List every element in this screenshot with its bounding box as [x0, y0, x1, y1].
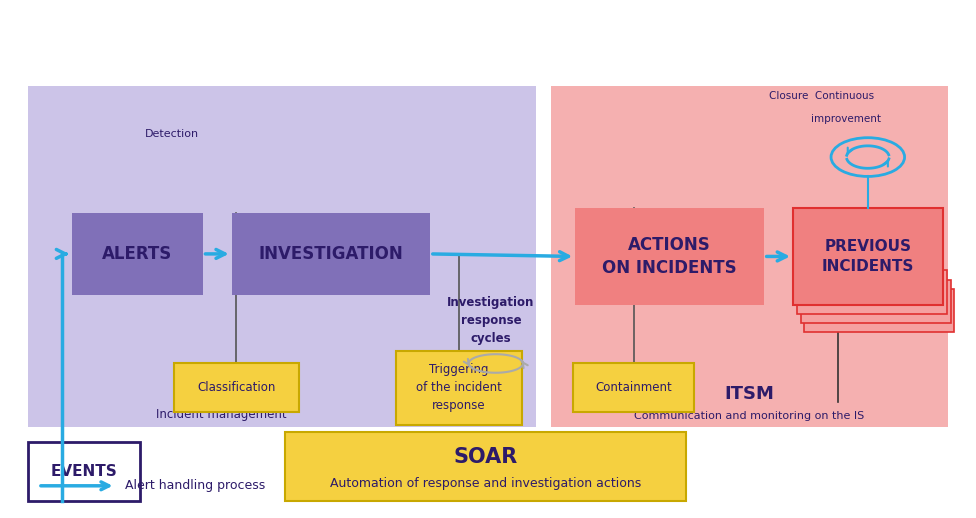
Text: improvement: improvement	[811, 114, 881, 124]
Text: ACTIONS
ON INCIDENTS: ACTIONS ON INCIDENTS	[602, 236, 737, 277]
Text: Closure  Continuous: Closure Continuous	[769, 91, 874, 101]
Bar	[573, 364, 694, 412]
Text: SIRP: SIRP	[198, 385, 245, 403]
Text: PREVIOUS
INCIDENTS: PREVIOUS INCIDENTS	[822, 239, 914, 274]
Bar	[800, 280, 951, 323]
Bar	[72, 213, 203, 295]
Text: Containment: Containment	[595, 381, 672, 394]
Text: Communication and monitoring on the IS: Communication and monitoring on the IS	[634, 411, 865, 421]
Bar	[28, 442, 140, 501]
Bar	[28, 85, 537, 427]
Bar	[804, 289, 955, 333]
Text: Investigation
response
cycles: Investigation response cycles	[447, 296, 535, 344]
Text: EVENTS: EVENTS	[51, 464, 117, 479]
Text: SOAR: SOAR	[454, 447, 517, 467]
Text: Detection: Detection	[144, 129, 198, 139]
Bar	[575, 208, 764, 305]
Text: ALERTS: ALERTS	[102, 245, 173, 263]
Text: Triggering
of the incident
response: Triggering of the incident response	[416, 363, 502, 412]
Bar	[793, 208, 943, 305]
Bar	[285, 433, 686, 501]
Bar	[174, 364, 300, 412]
Bar	[550, 85, 948, 427]
Text: ITSM: ITSM	[724, 385, 774, 403]
Text: INVESTIGATION: INVESTIGATION	[259, 245, 403, 263]
Text: Alert handling process: Alert handling process	[125, 479, 265, 492]
Bar	[231, 213, 430, 295]
Bar	[396, 351, 522, 425]
Bar	[796, 270, 947, 314]
Text: Classification: Classification	[197, 381, 275, 394]
Text: Incident management: Incident management	[156, 408, 287, 421]
Text: Automation of response and investigation actions: Automation of response and investigation…	[330, 477, 641, 490]
